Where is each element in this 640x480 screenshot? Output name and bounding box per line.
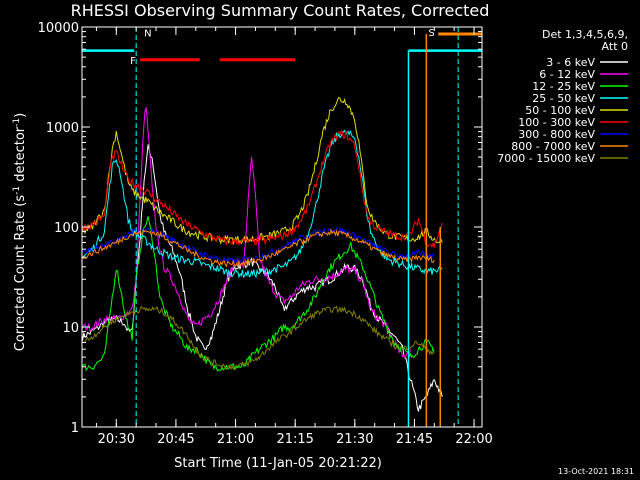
- y-axis-label-main: Corrected Count Rate (s: [13, 195, 28, 352]
- legend-header-1: Det 1,3,4,5,6,9,: [542, 28, 628, 41]
- x-tick-label-2: 21:00: [217, 432, 254, 447]
- legend-label-4: 50 - 100 keV: [525, 104, 595, 117]
- night-label: N: [144, 29, 151, 40]
- series-line-5: [82, 129, 443, 249]
- y-axis-label-mid: detector: [13, 126, 28, 186]
- y-axis: 1 10 100 1000 10000: [38, 21, 482, 436]
- legend-label-2: 12 - 25 keV: [532, 80, 595, 93]
- plot-area: F S N: [82, 27, 482, 427]
- x-axis: 20:30 20:45 21:00 21:15 21:30 21:45 22:00: [95, 27, 493, 447]
- y-axis-label-end: ): [13, 113, 28, 118]
- flare-flag-label: F: [130, 56, 136, 67]
- legend-label-8: 7000 - 15000 keV: [497, 152, 595, 165]
- y-tick-label-1: 10: [62, 321, 79, 336]
- legend-label-7: 800 - 7000 keV: [511, 140, 595, 153]
- legend-label-3: 25 - 50 keV: [532, 92, 595, 105]
- series-line-7: [82, 227, 435, 268]
- series-line-8: [82, 305, 435, 371]
- legend-header-2: Att 0: [602, 40, 628, 53]
- legend-label-5: 100 - 300 keV: [518, 116, 595, 129]
- x-tick-label-5: 21:45: [396, 432, 433, 447]
- legend-label-0: 3 - 6 keV: [546, 56, 595, 69]
- y-tick-label-3: 1000: [46, 121, 79, 136]
- y-axis-label-exp2: -1: [12, 118, 22, 127]
- legend-label-1: 6 - 12 keV: [539, 68, 595, 81]
- y-tick-label-0: 1: [71, 421, 79, 436]
- legend-label-6: 300 - 800 keV: [518, 128, 595, 141]
- x-tick-label-3: 21:15: [276, 432, 313, 447]
- series-line-4: [82, 96, 443, 246]
- y-axis-label: Corrected Count Rate (s-1 detector-1): [12, 113, 28, 351]
- y-tick-label-2: 100: [54, 221, 79, 236]
- series-line-3: [82, 129, 443, 279]
- series-line-2: [82, 216, 435, 372]
- y-axis-label-exp1: -1: [12, 186, 22, 195]
- series-line-1: [82, 106, 411, 359]
- x-tick-label-6: 22:00: [455, 432, 492, 447]
- y-tick-label-4: 10000: [38, 21, 79, 36]
- chart-title: RHESSI Observing Summary Count Rates, Co…: [71, 1, 490, 20]
- x-tick-label-0: 20:30: [98, 432, 135, 447]
- plot-frame: [81, 26, 483, 428]
- x-tick-label-1: 20:45: [157, 432, 194, 447]
- saa-flag-label: S: [428, 28, 434, 39]
- x-tick-label-4: 21:30: [336, 432, 373, 447]
- x-axis-label: Start Time (11-Jan-05 20:21:22): [174, 456, 382, 471]
- timestamp: 13-Oct-2021 18:31: [558, 467, 634, 476]
